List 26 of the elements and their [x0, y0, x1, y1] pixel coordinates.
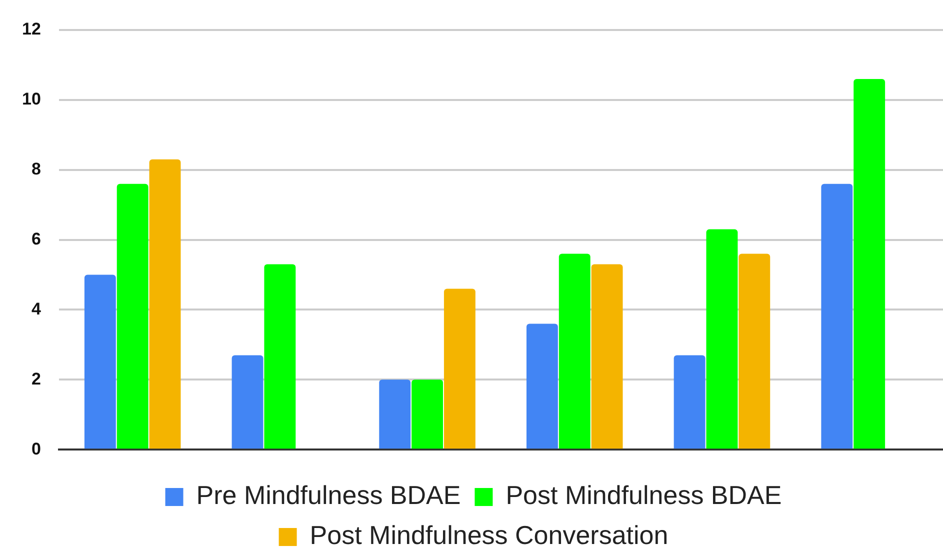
bar — [232, 355, 264, 449]
y-tick-label: 2 — [31, 369, 41, 388]
bar — [738, 254, 770, 449]
y-tick-label: 8 — [31, 160, 41, 179]
bar — [412, 380, 444, 449]
bar — [674, 355, 706, 449]
y-tick-label: 0 — [31, 439, 41, 458]
bar — [821, 184, 853, 449]
bar — [526, 324, 558, 449]
legend-label: Post Mindfulness BDAE — [506, 480, 782, 510]
legend-label: Post Mindfulness Conversation — [310, 520, 668, 550]
bar — [558, 254, 590, 449]
bar — [264, 264, 296, 449]
bar — [706, 229, 738, 449]
bar — [444, 288, 476, 449]
y-tick-label: 10 — [22, 90, 41, 109]
bar — [84, 274, 116, 449]
legend-label: Pre Mindfulness BDAE — [196, 480, 461, 510]
bar — [149, 159, 181, 449]
bar — [379, 380, 411, 449]
y-tick-label: 12 — [22, 20, 41, 39]
y-tick-label: 6 — [31, 229, 41, 248]
bar — [116, 184, 148, 449]
bar — [591, 264, 623, 449]
bar — [854, 78, 886, 449]
y-tick-label: 4 — [31, 299, 42, 318]
